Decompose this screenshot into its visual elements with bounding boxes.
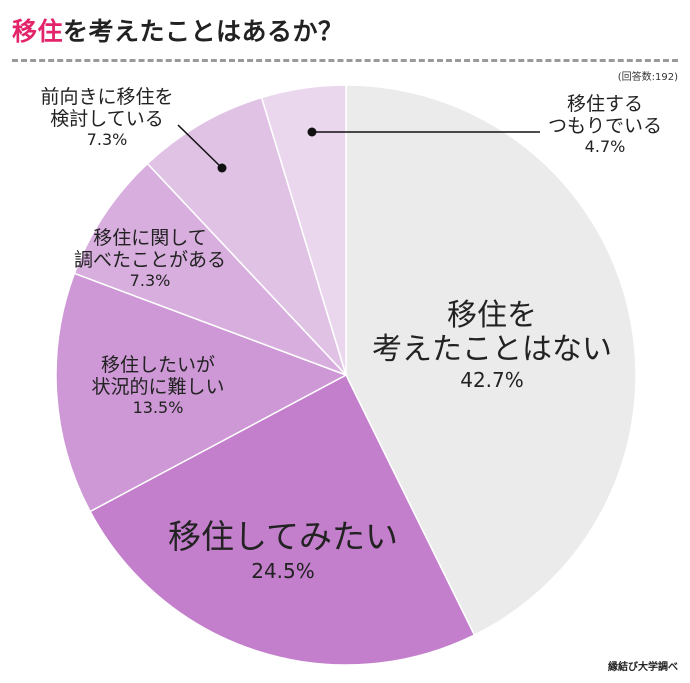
slice-label-4: 移住に関して調べたことがある 7.3%: [74, 227, 226, 290]
source-credit: 縁結び大学調べ: [608, 662, 678, 673]
pie-slice-5: [146, 96, 347, 376]
pie-slice-3: [55, 272, 348, 513]
leader-line-5: [177, 124, 223, 169]
slice-percent: 13.5%: [133, 398, 184, 417]
slice-label-5: 前向きに移住を検討している 7.3%: [40, 86, 173, 149]
slice-label-3: 移住したいが状況的に難しい 13.5%: [91, 354, 224, 417]
slice-label-line: 移住したいが: [101, 354, 215, 376]
slice-label-line: 状況的に難しい: [91, 376, 224, 398]
title-accent: 移住: [12, 17, 64, 46]
slice-label-line: 考えたことはない: [372, 332, 612, 367]
slice-label-line: 移住してみたい: [168, 517, 398, 556]
sample-size-note: (回答数:192): [617, 72, 678, 83]
slice-label-line: 前向きに移住を: [40, 86, 173, 108]
dashed-divider: [12, 59, 678, 62]
pie-slice-2: [89, 373, 476, 666]
slice-label-line: 移住を: [447, 298, 537, 333]
slice-label-line: つもりでいる: [548, 115, 662, 137]
slice-label-1: 移住を考えたことはない 42.7%: [372, 298, 612, 392]
title-rest: を考えたことはあるか？: [63, 17, 344, 46]
pie-slices: [55, 84, 637, 666]
slice-label-line: 移住する: [567, 93, 643, 115]
leader-lines: [177, 124, 540, 173]
slice-label-line: 移住に関して: [93, 227, 206, 249]
slice-label-2: 移住してみたい 24.5%: [168, 517, 398, 583]
leader-dot-5: [217, 163, 227, 173]
slice-percent: 7.3%: [87, 130, 128, 149]
slice-percent: 7.3%: [130, 271, 171, 290]
slice-label-6: 移住するつもりでいる 4.7%: [548, 93, 662, 156]
pie-slice-4: [73, 162, 347, 376]
pie-slice-6: [260, 84, 347, 376]
slice-percent: 42.7%: [460, 368, 524, 392]
slice-label-line: 検討している: [50, 108, 163, 130]
pie-slice-1: [345, 84, 637, 637]
slice-label-line: 調べたことがある: [74, 249, 226, 271]
chart-title: 移住を考えたことはあるか？: [12, 12, 344, 48]
slice-labels: 移住を考えたことはない 42.7% 移住してみたい 24.5% 移住したいが状況的に難し…: [40, 86, 662, 583]
slice-percent: 24.5%: [251, 559, 315, 583]
slice-percent: 4.7%: [585, 137, 626, 156]
leader-dot-6: [307, 127, 317, 137]
